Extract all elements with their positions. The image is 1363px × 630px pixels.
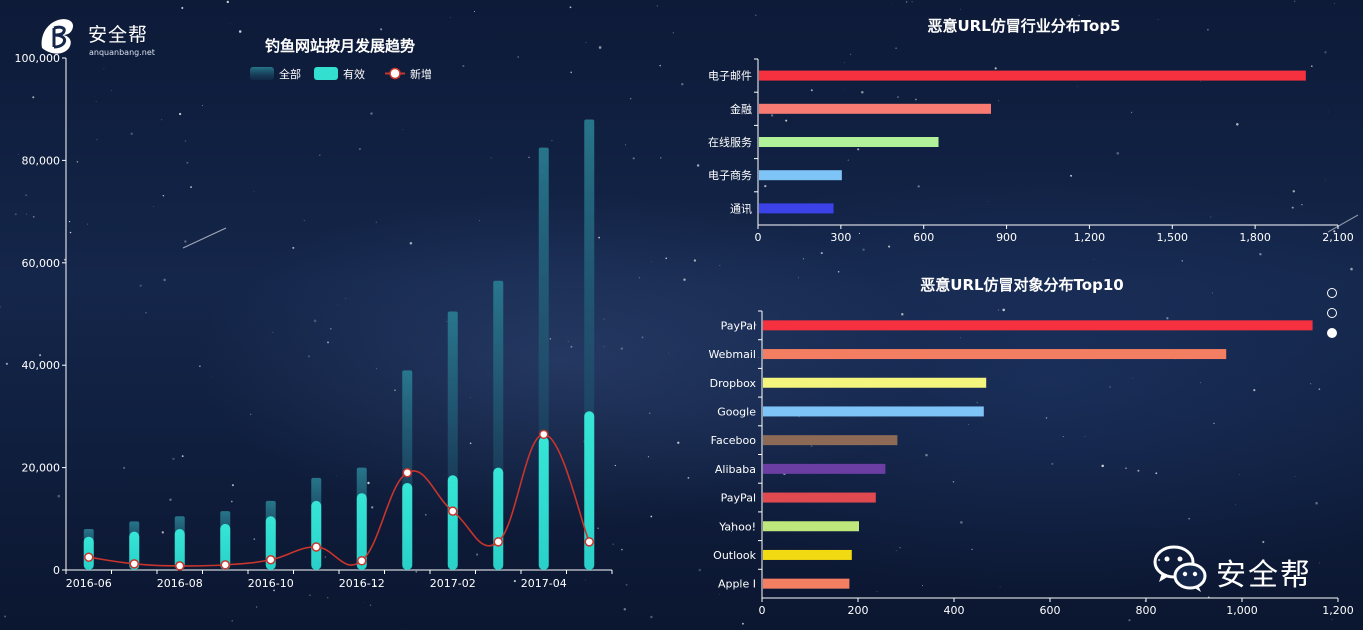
industry-x-tick-label: 1,500 (1157, 231, 1189, 244)
target-x-tick-label: 400 (944, 604, 965, 617)
pager-dot-2[interactable] (1327, 308, 1337, 318)
point-new-2016-12 (358, 557, 366, 565)
target-title: 恶意URL仿冒对象分布Top10 (920, 276, 1123, 294)
industry-x-tick-label: 600 (913, 231, 934, 244)
target-x-tick-label: 1,000 (1226, 604, 1258, 617)
bar-valid-2017-01 (402, 483, 412, 570)
target-x-tick-label: 200 (848, 604, 869, 617)
target-bar-8 (763, 550, 852, 560)
wechat-text: 安全帮 (1216, 550, 1312, 594)
legend-label-2: 新增 (410, 67, 432, 81)
industry-bar-1 (759, 104, 991, 114)
target-category-label: Outlook (713, 549, 756, 562)
point-new-2017-01 (403, 469, 411, 477)
point-new-2016-07 (130, 560, 138, 568)
legend-marker-2 (390, 69, 400, 79)
target-x-tick-label: 600 (1040, 604, 1061, 617)
industry-bar-0 (759, 71, 1306, 81)
industry-x-tick-label: 0 (755, 231, 762, 244)
target-category-label: Google (717, 405, 756, 418)
industry-title: 恶意URL仿冒行业分布Top5 (927, 17, 1120, 35)
x-tick-label: 2016-08 (157, 577, 203, 590)
target-bar-7 (763, 521, 859, 531)
industry-x-tick-label: 2,100 (1322, 231, 1354, 244)
point-new-2016-06 (85, 553, 93, 561)
target-bar-6 (763, 493, 876, 503)
x-tick-label: 2017-04 (521, 577, 567, 590)
industry-category-label: 电子商务 (708, 168, 752, 182)
chart-pager (1325, 288, 1339, 342)
industry-x-tick-label: 900 (996, 231, 1017, 244)
target-category-label: Yahoo! (718, 520, 756, 533)
target-category-label: Apple I (718, 578, 756, 591)
target-bar-4 (763, 435, 897, 445)
line-new (89, 434, 590, 566)
pager-dot-1[interactable] (1327, 288, 1337, 298)
y-tick-label: 80,000 (22, 154, 61, 167)
target-bar-9 (763, 579, 849, 589)
point-new-2016-10 (267, 556, 275, 564)
target-bar-1 (763, 349, 1226, 359)
target-bar-5 (763, 464, 885, 474)
legend-label-1: 有效 (343, 67, 365, 81)
target-category-label: Dropbox (710, 377, 757, 390)
legend-swatch-1 (314, 67, 338, 80)
point-new-2017-03 (494, 538, 502, 546)
industry-bar-4 (759, 203, 834, 213)
bar-valid-2017-03 (493, 468, 503, 570)
point-new-2017-02 (449, 507, 457, 515)
target-bar-2 (763, 378, 986, 388)
pager-dot-3[interactable] (1327, 328, 1337, 338)
wechat-watermark: 安全帮 (1152, 542, 1332, 596)
target-x-tick-label: 0 (759, 604, 766, 617)
y-tick-label: 100,000 (15, 52, 61, 65)
trend-chart: 钓鱼网站按月发展趋势全部 有效 新增 0 20,000 40,000 60,000 80,00… (15, 37, 613, 590)
target-category-label: Alibaba (715, 463, 756, 476)
industry-chart: 恶意URL仿冒行业分布Top5 0 300 600 900 1,200 1,500 1,800… (708, 17, 1354, 244)
legend-label-0: 全部 (279, 67, 301, 81)
y-tick-label: 40,000 (22, 359, 61, 372)
target-bar-3 (763, 406, 984, 416)
x-tick-label: 2017-02 (430, 577, 476, 590)
bar-valid-2016-11 (311, 501, 321, 570)
industry-category-label: 在线服务 (708, 135, 752, 149)
legend-swatch-0 (250, 67, 274, 80)
bar-valid-2017-04 (539, 437, 549, 570)
industry-bar-2 (759, 137, 939, 147)
industry-x-tick-label: 1,800 (1239, 231, 1271, 244)
bar-valid-2017-02 (448, 475, 458, 570)
industry-bar-3 (759, 170, 842, 180)
x-tick-label: 2016-12 (339, 577, 385, 590)
industry-category-label: 金融 (730, 102, 752, 116)
y-tick-label: 20,000 (22, 462, 61, 475)
y-tick-label: 60,000 (22, 257, 61, 270)
trend-chart-title: 钓鱼网站按月发展趋势 (265, 37, 415, 55)
industry-x-tick-label: 1,200 (1074, 231, 1106, 244)
target-category-label: Webmail (708, 348, 756, 361)
x-tick-label: 2016-06 (66, 577, 112, 590)
point-new-2016-11 (312, 543, 320, 551)
industry-category-label: 通讯 (730, 202, 752, 215)
point-new-2016-08 (176, 562, 184, 570)
wechat-icon (1152, 542, 1208, 594)
target-x-tick-label: 1,200 (1322, 604, 1354, 617)
target-category-label: PayPal (721, 319, 756, 332)
industry-x-tick-label: 300 (830, 231, 851, 244)
point-new-2017-05 (585, 538, 593, 546)
target-category-label: PayPal (721, 492, 756, 505)
point-new-2017-04 (540, 430, 548, 438)
y-tick-label: 0 (53, 564, 60, 577)
x-tick-label: 2016-10 (248, 577, 294, 590)
target-bar-0 (763, 320, 1313, 330)
industry-category-label: 电子邮件 (708, 70, 752, 83)
target-category-label: Faceboo (711, 434, 757, 447)
point-new-2016-09 (221, 561, 229, 569)
target-x-tick-label: 800 (1136, 604, 1157, 617)
